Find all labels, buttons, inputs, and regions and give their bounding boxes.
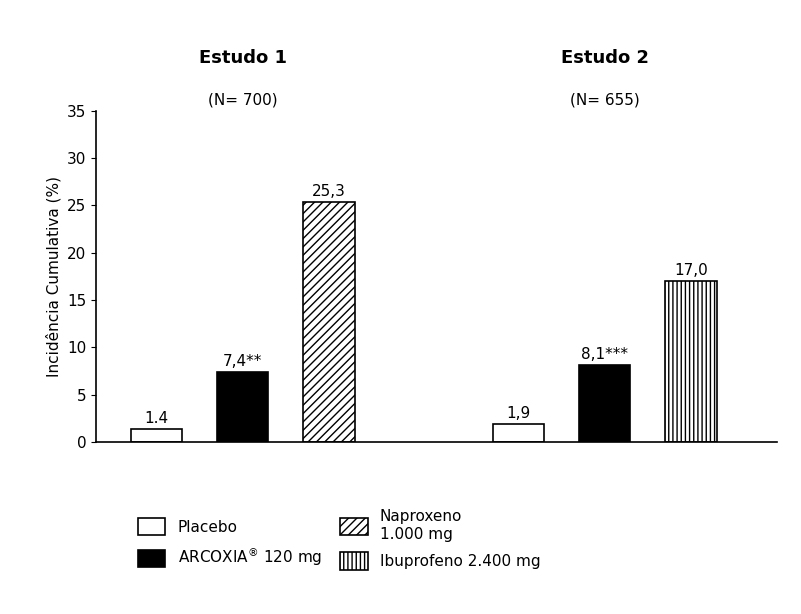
Text: Estudo 2: Estudo 2: [561, 49, 649, 68]
Text: (N= 700): (N= 700): [207, 92, 277, 107]
Text: 7,4**: 7,4**: [223, 354, 262, 368]
Text: 8,1***: 8,1***: [581, 347, 628, 362]
Legend: Placebo, ARCOXIA$^{®}$ 120 mg, Naproxeno
1.000 mg, Ibuprofeno 2.400 mg: Placebo, ARCOXIA$^{®}$ 120 mg, Naproxeno…: [138, 510, 541, 570]
Bar: [493, 424, 544, 442]
Bar: [131, 429, 183, 442]
Text: Estudo 1: Estudo 1: [199, 49, 287, 68]
Bar: [579, 365, 630, 442]
Text: 25,3: 25,3: [312, 184, 346, 199]
Bar: [665, 281, 717, 442]
Y-axis label: Incidência Cumulativa (%): Incidência Cumulativa (%): [46, 176, 62, 377]
Text: (N= 655): (N= 655): [570, 92, 639, 107]
Bar: [303, 203, 355, 442]
Text: 1,9: 1,9: [506, 406, 530, 421]
Text: 17,0: 17,0: [674, 263, 707, 278]
Text: 1.4: 1.4: [144, 411, 168, 426]
Bar: [217, 372, 268, 442]
